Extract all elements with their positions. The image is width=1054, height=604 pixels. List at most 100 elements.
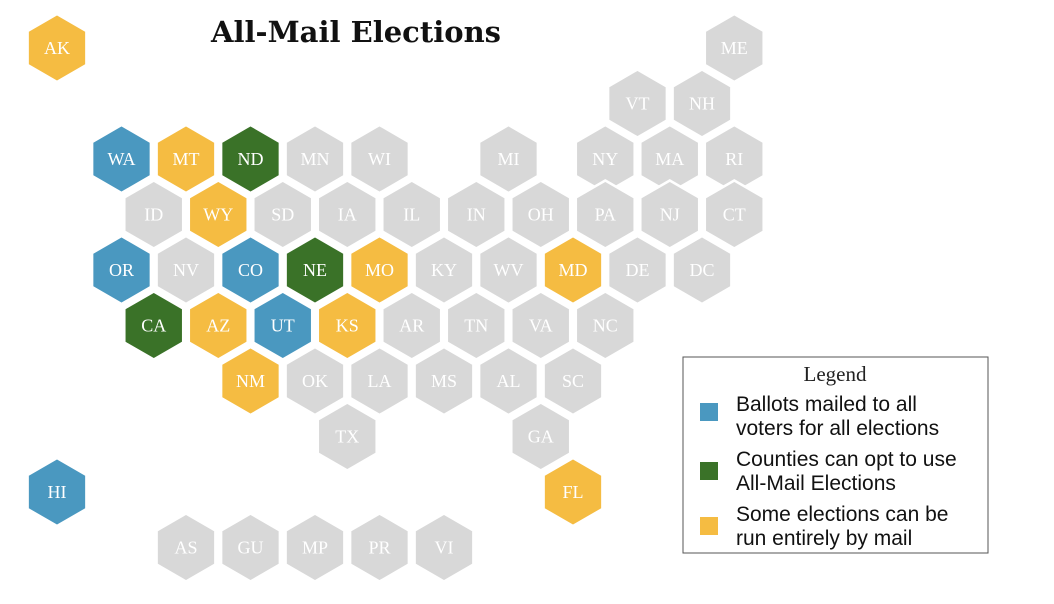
state-label-va: VA bbox=[529, 316, 553, 336]
state-tiles: AK ME VT NH WA MT ND MN WI MI NY MA RI ID WY SD IA IL IN OH… bbox=[26, 12, 765, 583]
state-label-wy: WY bbox=[203, 205, 233, 225]
state-hex-sc bbox=[542, 345, 604, 417]
state-tile-nd: ND bbox=[219, 123, 282, 195]
legend-label-some-elections-line-2: run entirely by mail bbox=[736, 527, 912, 550]
state-tile-vt: VT bbox=[606, 68, 669, 139]
legend-label-all-mail-line-1: Ballots mailed to all bbox=[736, 393, 917, 416]
state-label-fl: FL bbox=[562, 482, 583, 502]
state-label-me: ME bbox=[721, 38, 748, 58]
state-label-il: IL bbox=[403, 205, 420, 225]
state-tile-as: AS bbox=[155, 512, 217, 583]
state-hex-nc bbox=[574, 290, 636, 361]
state-tile-fl: FL bbox=[542, 456, 604, 528]
state-hex-sd bbox=[252, 179, 314, 250]
legend-swatch-all-mail bbox=[700, 403, 718, 421]
state-label-vi: VI bbox=[435, 538, 454, 558]
state-label-nv: NV bbox=[173, 260, 199, 280]
state-label-wv: WV bbox=[494, 260, 524, 280]
state-label-ri: RI bbox=[725, 149, 743, 169]
state-label-ar: AR bbox=[399, 316, 424, 336]
state-hex-id bbox=[123, 179, 185, 250]
state-label-in: IN bbox=[467, 205, 486, 225]
state-hex-tx bbox=[316, 401, 378, 472]
state-label-ct: CT bbox=[723, 205, 746, 225]
state-label-ga: GA bbox=[528, 427, 554, 447]
state-tile-mp: MP bbox=[284, 512, 346, 583]
state-tile-ks: KS bbox=[316, 290, 378, 361]
state-tile-ky: KY bbox=[413, 234, 475, 306]
state-hex-de bbox=[606, 234, 669, 306]
state-tile-oh: OH bbox=[510, 179, 572, 250]
state-hex-wy bbox=[187, 179, 249, 250]
state-tile-or: OR bbox=[90, 234, 153, 306]
legend-swatch-some-elections bbox=[700, 517, 718, 535]
state-label-nj: NJ bbox=[660, 205, 680, 225]
legend-label-county-opt-line-2: All-Mail Elections bbox=[736, 472, 896, 495]
state-hex-ok bbox=[284, 345, 346, 417]
state-hex-pr bbox=[348, 512, 411, 583]
state-hex-in bbox=[445, 179, 507, 250]
legend-label-county-opt-line-1: Counties can opt to use bbox=[736, 448, 957, 471]
state-hex-mo bbox=[348, 234, 411, 306]
state-hex-ca bbox=[123, 290, 185, 361]
state-hex-oh bbox=[510, 179, 572, 250]
state-tile-az: AZ bbox=[187, 290, 249, 361]
state-label-ia: IA bbox=[338, 205, 357, 225]
state-tile-pr: PR bbox=[348, 512, 411, 583]
state-hex-mn bbox=[284, 123, 346, 195]
state-hex-il bbox=[381, 179, 443, 250]
state-tile-gu: GU bbox=[219, 512, 282, 583]
state-hex-wa bbox=[90, 123, 153, 195]
state-tile-co: CO bbox=[219, 234, 282, 306]
state-label-la: LA bbox=[368, 371, 392, 391]
legend-box bbox=[682, 356, 989, 554]
state-label-ky: KY bbox=[431, 260, 457, 280]
state-tile-vi: VI bbox=[413, 512, 475, 583]
state-hex-ar bbox=[381, 290, 443, 361]
state-hex-nm bbox=[219, 345, 282, 417]
state-hex-gu bbox=[219, 512, 282, 583]
state-label-ca: CA bbox=[141, 316, 166, 336]
state-hex-ia bbox=[316, 179, 378, 250]
state-hex-la bbox=[348, 345, 411, 417]
state-hex-mp bbox=[284, 512, 346, 583]
state-hex-pa bbox=[574, 179, 636, 250]
legend-label-all-mail-line-2: voters for all elections bbox=[736, 417, 939, 440]
state-hex-wv bbox=[477, 234, 540, 306]
state-hex-or bbox=[90, 234, 153, 306]
state-hex-ms bbox=[413, 345, 475, 417]
state-tile-nv: NV bbox=[155, 234, 217, 306]
state-label-mt: MT bbox=[173, 149, 200, 169]
state-tile-mt: MT bbox=[155, 123, 217, 195]
state-tile-nc: NC bbox=[574, 290, 636, 361]
state-label-ms: MS bbox=[431, 371, 457, 391]
state-tile-mo: MO bbox=[348, 234, 411, 306]
state-label-wi: WI bbox=[368, 149, 391, 169]
state-label-mi: MI bbox=[498, 149, 520, 169]
state-tile-pa: PA bbox=[574, 179, 636, 250]
state-label-ks: KS bbox=[336, 316, 359, 336]
state-label-nh: NH bbox=[689, 94, 715, 114]
state-label-al: AL bbox=[497, 371, 521, 391]
state-tile-ar: AR bbox=[381, 290, 443, 361]
state-hex-wi bbox=[348, 123, 411, 195]
state-label-tx: TX bbox=[335, 427, 359, 447]
state-tile-id: ID bbox=[123, 179, 185, 250]
state-label-sd: SD bbox=[271, 205, 294, 225]
state-label-pa: PA bbox=[595, 205, 616, 225]
state-hex-ne bbox=[284, 234, 346, 306]
state-tile-ms: MS bbox=[413, 345, 475, 417]
state-tile-tx: TX bbox=[316, 401, 378, 472]
state-tile-nh: NH bbox=[671, 68, 733, 139]
state-tile-nj: NJ bbox=[639, 179, 701, 250]
state-hex-tn bbox=[445, 290, 507, 361]
state-tile-in: IN bbox=[445, 179, 507, 250]
state-hex-az bbox=[187, 290, 249, 361]
state-tile-wy: WY bbox=[187, 179, 249, 250]
state-hex-nj bbox=[639, 179, 701, 250]
state-label-nc: NC bbox=[593, 316, 618, 336]
state-tile-la: LA bbox=[348, 345, 411, 417]
state-label-mn: MN bbox=[300, 149, 329, 169]
state-hex-mt bbox=[155, 123, 217, 195]
